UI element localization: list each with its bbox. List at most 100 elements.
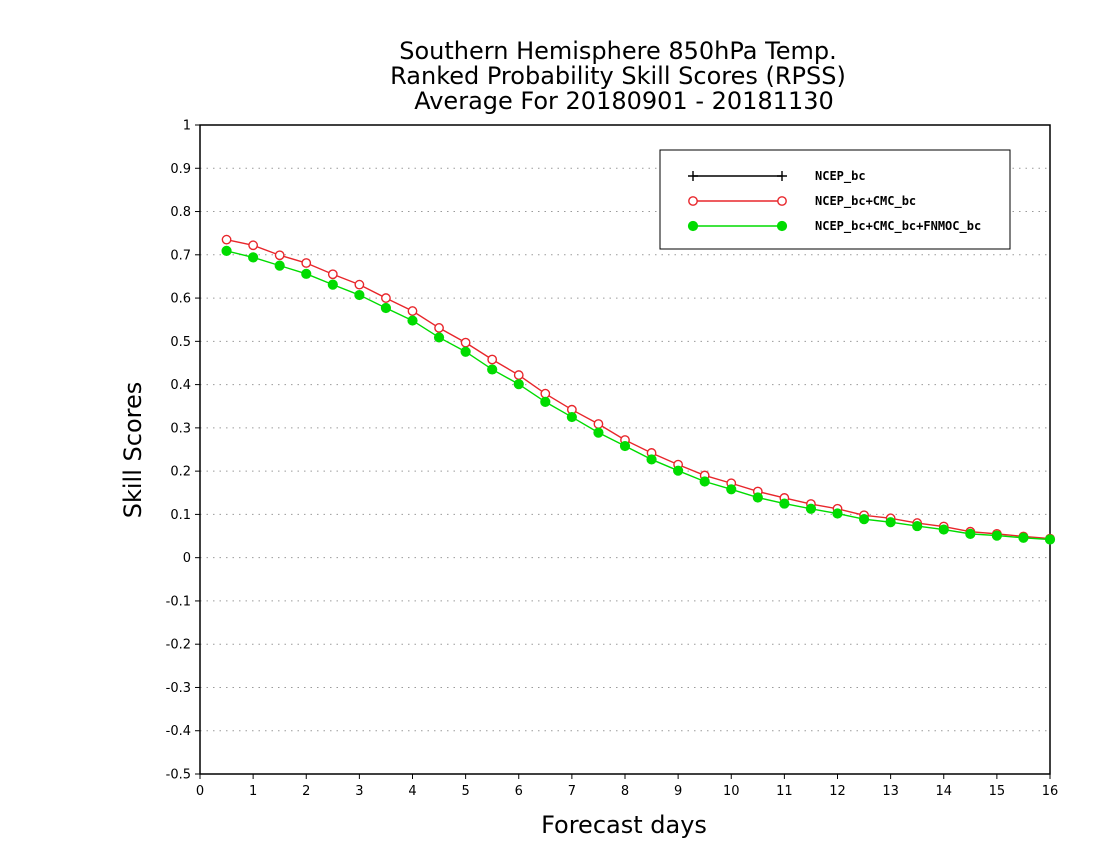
data-point [221,234,232,245]
data-point [540,396,551,408]
y-tick-label: 1 [183,119,191,134]
series-2 [221,245,1056,545]
x-axis-label: Forecast days [541,811,707,839]
data-point [1044,534,1056,545]
x-tick-label: 9 [674,784,682,799]
data-point [593,427,604,438]
legend-box [659,149,1011,250]
x-tick-label: 0 [196,784,204,799]
data-point [991,530,1002,541]
data-point [301,258,312,268]
y-tick-label: 0.1 [170,508,191,523]
data-point [433,332,445,343]
data-point [248,252,259,263]
x-tick-label: 8 [621,784,629,799]
data-point [434,323,444,333]
data-point [460,346,471,357]
data-point [593,419,604,429]
y-tick-label: -0.5 [166,768,191,783]
x-tick-label: 16 [1042,784,1059,799]
legend-item: NCEP_bc+CMC_bc [688,194,916,209]
data-point [938,524,949,535]
chart-title-line-1: Southern Hemisphere 850hPa Temp. [399,37,836,65]
chart-title-line-3: Average For 20180901 - 20181130 [414,87,834,115]
legend-marker [688,196,698,206]
data-point [327,269,338,280]
data-point [274,250,285,261]
legend-label: NCEP_bc [815,169,866,184]
y-tick-label: -0.4 [166,724,191,739]
legend-marker [777,196,787,206]
x-tick-label: 14 [935,784,952,799]
y-tick-label: -0.1 [166,594,191,609]
data-point [381,293,391,303]
x-tick-label: 4 [408,784,416,799]
data-point [646,454,657,465]
data-point [752,492,763,503]
x-axis: 0 1 2 3 4 5 6 7 8 9 10 11 12 13 14 15 16 [196,774,1058,799]
data-point [566,411,577,423]
y-tick-label: 0.9 [170,162,191,177]
data-point [540,388,551,399]
y-tick-label: 0.3 [170,421,191,436]
data-point [354,279,365,290]
chart-title-line-2: Ranked Probability Skill Scores (RPSS) [390,62,846,90]
data-point [487,364,498,375]
y-tick-label: 0.6 [170,292,191,307]
legend-marker [776,220,788,232]
x-tick-label: 10 [723,784,740,799]
y-tick-label: 0.7 [170,248,191,263]
legend-label: NCEP_bc+CMC_bc+FNMOC_bc [815,219,981,234]
y-tick-label: 0.4 [170,378,191,393]
x-tick-label: 1 [249,784,257,799]
data-point [912,520,923,532]
data-point [380,302,392,314]
series-1 [221,234,1055,544]
y-tick-label: -0.3 [166,681,191,696]
x-tick-label: 15 [989,784,1006,799]
series-line [226,250,1051,541]
data-point [248,240,259,251]
data-point [885,517,896,528]
y-tick-label: 0.8 [170,205,191,220]
data-point [407,315,418,326]
data-point [858,514,870,525]
y-tick-label: 0.2 [170,465,191,480]
legend-label: NCEP_bc+CMC_bc [815,194,916,209]
data-point [513,370,524,380]
data-point [301,268,312,279]
data-point [1018,532,1029,543]
data-point [327,279,338,290]
data-point [779,498,790,509]
data-point [619,440,631,452]
x-tick-label: 6 [515,784,523,799]
y-tick-label: 0 [183,551,191,566]
data-point [460,337,471,348]
data-point [513,379,524,390]
x-tick-label: 7 [568,784,576,799]
data-point [805,503,817,514]
data-point [487,354,498,365]
data-point [726,484,737,495]
legend-marker [687,220,699,232]
data-point [407,306,418,316]
data-point [832,508,843,519]
legend-marker [777,171,787,181]
data-point [699,476,710,487]
legend-marker [688,171,698,181]
legend-item: NCEP_bc+CMC_bc+FNMOC_bc [687,219,981,234]
data-point [673,465,684,476]
data-point [354,289,365,301]
legend: NCEP_bc NCEP_bc+CMC_bc NCEP_bc+CMC_bc+FNMO… [659,149,1011,250]
data-point [274,260,285,271]
x-tick-label: 2 [302,784,310,799]
data-point [221,245,232,257]
chart-title: Southern Hemisphere 850hPa Temp. Ranked … [390,37,846,115]
x-tick-label: 13 [882,784,899,799]
y-tick-label: -0.2 [166,638,191,653]
y-tick-label: 0.5 [170,335,191,350]
legend-item: NCEP_bc [688,169,866,184]
x-tick-label: 3 [355,784,363,799]
y-axis-label: Skill Scores [119,382,147,519]
